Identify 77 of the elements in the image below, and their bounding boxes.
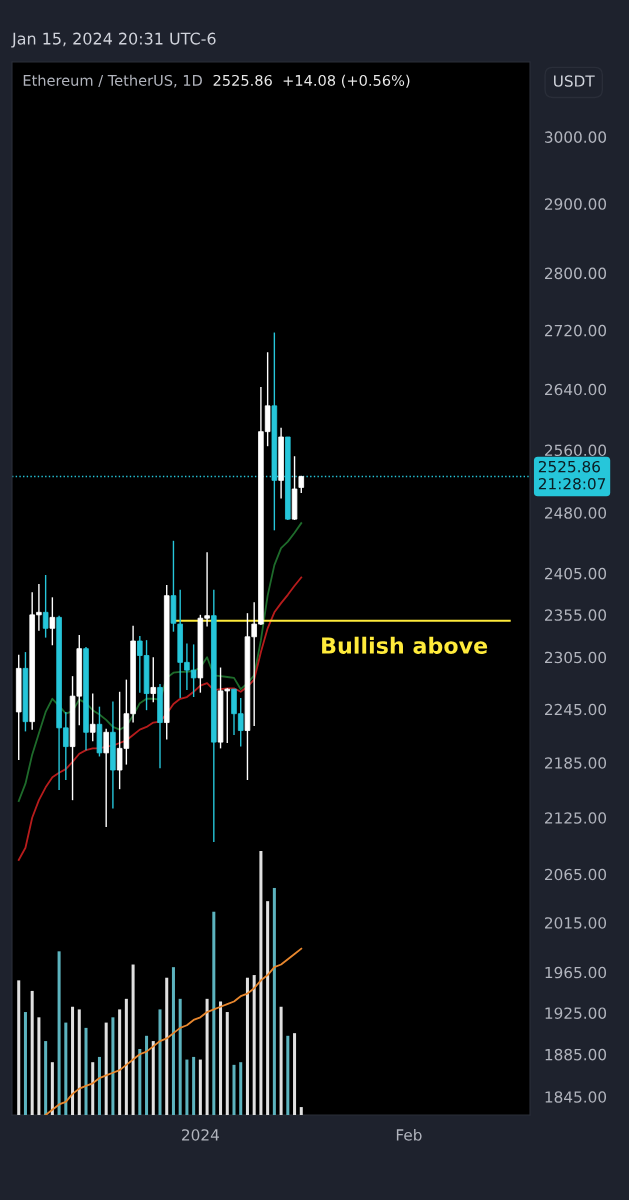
bar	[198, 1059, 202, 1115]
bar	[266, 901, 270, 1115]
bar	[245, 977, 249, 1115]
y-tick-label: 2125.00	[545, 812, 607, 824]
bar	[50, 1062, 54, 1115]
candlestick	[150, 656, 157, 703]
x-tick-label: 2024	[182, 1129, 219, 1141]
ref-line-label: 2525.86 21:28:07	[538, 460, 606, 490]
bar	[44, 1041, 48, 1115]
x-tick-label: Feb	[396, 1128, 422, 1141]
bar	[293, 1033, 297, 1115]
y-tick-label: 1845.00	[545, 1091, 607, 1103]
bar	[286, 1035, 290, 1115]
bar	[145, 1035, 149, 1115]
bar	[178, 998, 182, 1115]
y-tick-label: 2720.00	[545, 324, 607, 337]
text: Ethereum / TetherUS, 1D	[23, 74, 202, 88]
candlestick	[42, 574, 49, 639]
bar	[151, 1041, 155, 1115]
bar	[192, 1056, 196, 1115]
bar	[131, 964, 135, 1115]
bar	[205, 998, 209, 1115]
text: 2525.86 +14.08 (+0.56%)	[213, 74, 410, 88]
y-tick-label: 1885.00	[545, 1048, 607, 1061]
bar	[37, 1017, 41, 1115]
annotation: Bullish above	[322, 636, 488, 654]
bar	[84, 1027, 88, 1115]
bar	[212, 911, 216, 1115]
y-tick-label: 2065.00	[545, 868, 607, 881]
y-tick-label: 2640.00	[545, 383, 607, 396]
bar	[30, 990, 34, 1115]
bar	[185, 1059, 189, 1115]
bar	[77, 1009, 81, 1115]
y-tick-label: 2245.00	[545, 703, 607, 716]
bar	[23, 1012, 27, 1115]
text: Jan 15, 2024 20:31 UTC-6	[11, 32, 216, 48]
y-tick-label: 2560.00	[545, 444, 607, 457]
y-tick-label: 2800.00	[545, 267, 607, 280]
bar	[71, 1006, 75, 1115]
y-axis-title: USDT	[554, 75, 595, 87]
bar	[279, 1006, 283, 1115]
candlestick	[89, 692, 96, 742]
y-tick-label: 2305.00	[545, 651, 607, 664]
candlestick	[49, 596, 56, 646]
y-tick-label: 2405.00	[545, 567, 607, 580]
y-tick-label: 2015.00	[545, 917, 607, 929]
bar	[171, 967, 175, 1115]
bar	[259, 851, 263, 1115]
bar	[118, 1009, 122, 1115]
bar	[104, 1022, 108, 1115]
bar	[219, 1001, 223, 1115]
y-tick-label: 2480.00	[545, 507, 607, 519]
bar	[232, 1064, 236, 1115]
y-tick-label: 2900.00	[545, 198, 607, 210]
bar	[272, 887, 276, 1115]
y-tick-label: 2355.00	[545, 609, 607, 621]
y-tick-label: 2185.00	[545, 757, 607, 769]
y-tick-label: 1965.00	[545, 966, 607, 979]
bar	[124, 998, 128, 1115]
bar	[239, 1062, 243, 1115]
y-tick-label: 1925.00	[545, 1007, 607, 1019]
candlestick	[103, 728, 109, 828]
bar	[138, 1049, 142, 1115]
bar	[97, 1056, 101, 1115]
line-series	[17, 576, 303, 861]
bar	[165, 977, 169, 1115]
bar	[225, 1012, 229, 1115]
bar	[299, 1107, 303, 1115]
bar	[17, 980, 21, 1115]
bar	[64, 1022, 68, 1115]
line-series	[17, 522, 303, 803]
y-tick-label: 3000.00	[545, 131, 607, 143]
bar	[111, 1017, 115, 1115]
bar	[57, 951, 61, 1115]
bar	[158, 1009, 162, 1115]
bar	[91, 1062, 95, 1115]
bar	[252, 975, 256, 1115]
